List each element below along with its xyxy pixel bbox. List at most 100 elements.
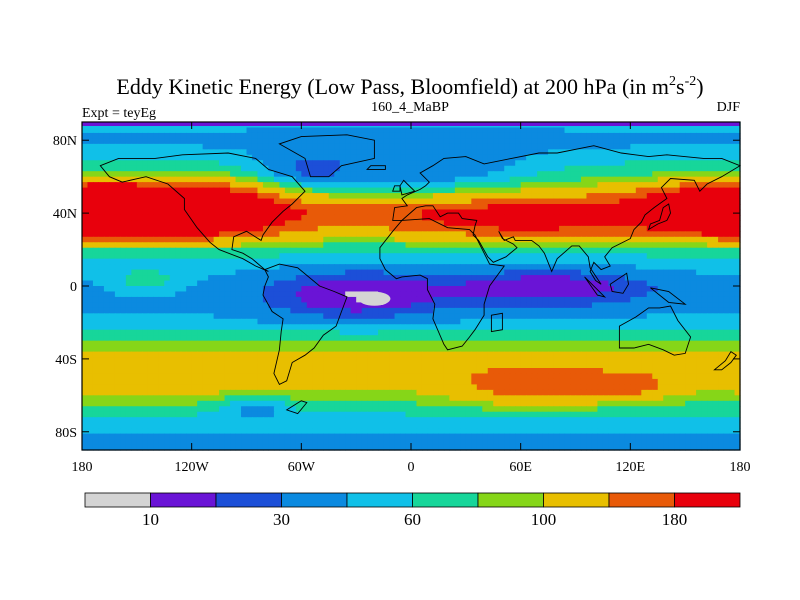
field-cell [131,269,138,276]
field-cell [213,324,220,331]
field-cell [224,214,231,221]
field-cell [361,160,368,167]
field-cell [498,253,505,260]
field-cell [164,220,171,227]
field-cell [273,346,280,353]
field-cell [597,204,604,211]
field-cell [498,296,505,303]
field-cell [230,286,237,293]
field-cell [164,275,171,282]
field-cell [295,302,302,309]
field-cell [476,335,483,342]
field-cell [400,132,407,139]
field-cell [191,335,198,342]
field-cell [630,313,637,320]
field-cell [701,253,708,260]
field-cell [257,346,264,353]
field-cell [723,220,730,227]
field-cell [323,149,330,156]
field-cell [548,329,555,336]
field-cell [685,242,692,249]
field-cell [630,269,637,276]
field-cell [542,187,549,194]
field-cell [476,204,483,211]
field-cell [531,296,538,303]
field-cell [416,193,423,200]
field-cell [197,242,204,249]
field-cell [685,269,692,276]
field-cell [400,286,407,293]
field-cell [663,291,670,298]
field-cell [515,236,522,243]
field-cell [306,313,313,320]
field-cell [378,138,385,145]
field-cell [608,198,615,205]
field-cell [87,280,94,287]
field-cell [734,286,741,293]
field-cell [548,165,555,172]
field-cell [328,307,335,314]
field-cell [98,307,105,314]
field-cell [493,253,500,260]
field-cell [301,296,308,303]
field-cell [153,296,160,303]
field-cell [537,220,544,227]
field-cell [82,340,89,347]
field-cell [526,258,533,265]
field-cell [454,165,461,172]
field-cell [696,291,703,298]
field-cell [580,143,588,150]
field-cell [103,225,111,232]
field-cell [372,127,379,134]
field-cell [92,286,100,293]
field-cell [476,280,483,287]
field-cell [646,187,653,194]
field-cell [383,329,390,336]
field-cell [493,214,500,221]
field-cell [87,286,94,293]
field-cell [504,214,511,221]
field-cell [372,280,379,287]
field-cell [350,143,357,150]
field-cell [356,269,363,276]
field-cell [712,236,719,243]
field-cell [734,171,741,178]
field-cell [367,214,374,221]
field-cell [235,335,242,342]
field-cell [202,165,209,172]
field-cell [421,231,429,238]
field-cell [580,286,588,293]
field-cell [312,318,319,325]
field-cell [718,269,725,276]
field-cell [646,193,653,200]
field-cell [663,149,670,156]
field-cell [487,269,494,276]
field-cell [306,258,313,265]
field-cell [372,313,379,320]
field-cell [279,280,286,287]
field-cell [690,318,697,325]
field-cell [251,209,259,216]
field-cell [482,171,489,178]
field-cell [624,324,631,331]
field-cell [323,258,330,265]
field-cell [208,318,215,325]
field-cell [608,247,615,254]
field-cell [213,209,220,216]
field-cell [542,132,549,139]
field-cell [476,132,483,139]
field-cell [257,214,264,221]
field-cell [619,209,626,216]
field-cell [136,182,143,189]
field-cell [219,225,226,232]
field-cell [471,291,478,298]
field-cell [630,143,637,150]
field-cell [246,127,253,134]
field-cell [142,280,149,287]
field-cell [564,253,571,260]
field-cell [334,275,341,282]
field-cell [718,165,725,172]
field-cell [482,318,489,325]
field-cell [421,302,429,309]
field-cell [460,165,467,172]
